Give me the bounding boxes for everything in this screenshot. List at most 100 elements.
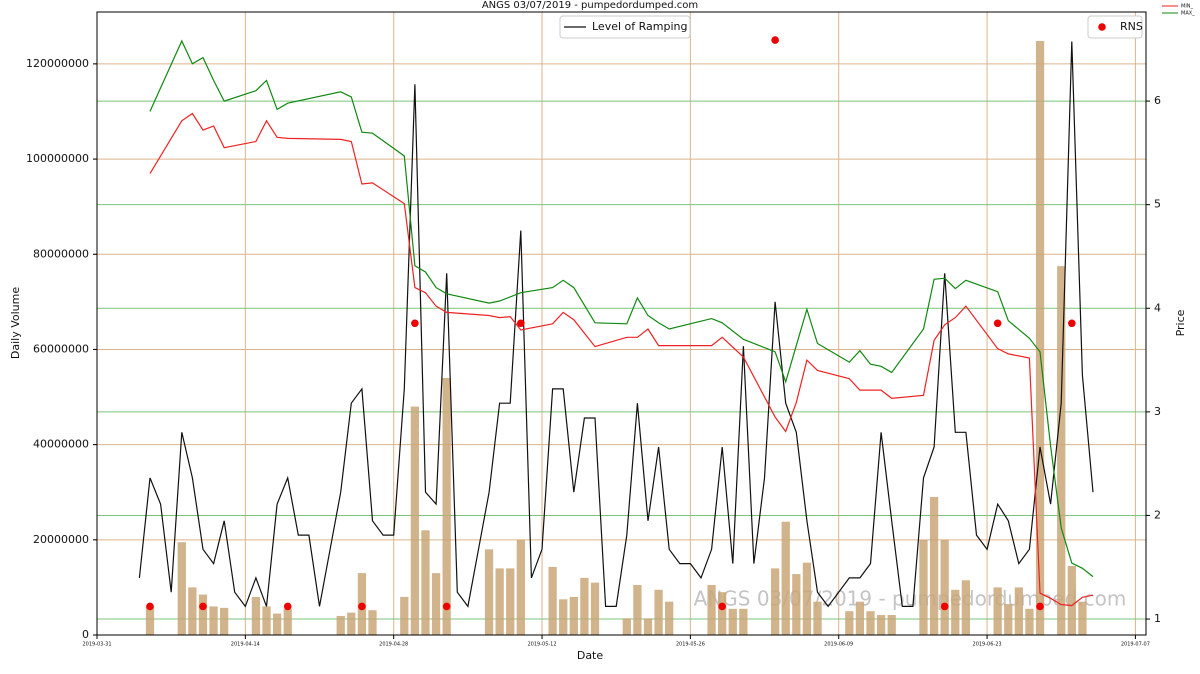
x-tick-label: 2019-06-09: [824, 642, 853, 648]
volume-bar: [665, 601, 674, 635]
volume-bar: [654, 589, 663, 635]
legend-box: [1087, 15, 1143, 39]
volume-bar: [1078, 601, 1087, 635]
volume-bar: [220, 607, 229, 635]
volume-bar: [251, 596, 261, 635]
y-tick-label: 40000000: [33, 438, 89, 451]
volume-bar: [272, 613, 282, 635]
rns-point: [442, 602, 451, 611]
volume-bar: [410, 406, 420, 635]
volume-bar: [347, 612, 356, 635]
volume-bar: [188, 587, 197, 635]
y2-tick-label: 2: [1154, 508, 1161, 521]
volume-bar: [1025, 608, 1034, 635]
volume-bar: [622, 618, 631, 635]
x-axis-label: Date: [577, 649, 604, 662]
x-tick-label: 2019-05-12: [527, 642, 556, 648]
volume-bar: [1057, 266, 1066, 635]
volume-bar: [590, 582, 600, 635]
y2-axis-label: Price: [1174, 309, 1187, 336]
volume-bar: [961, 580, 971, 635]
volume-bar: [781, 521, 790, 635]
y2-tick-label: 3: [1154, 405, 1161, 418]
chart-title: ANGS 03/07/2019 - pumpedordumped.com: [482, 0, 698, 11]
volume-bar: [484, 549, 494, 635]
volume-bar: [495, 568, 504, 635]
rns-point: [358, 602, 366, 611]
y2-tick-label: 6: [1154, 94, 1161, 107]
rns-point: [1036, 602, 1044, 611]
rns-point: [993, 319, 1002, 328]
x-tick-label: 2019-06-23: [973, 642, 1002, 648]
volume-bar: [1067, 565, 1076, 635]
y-axis-label: Daily Volume: [9, 287, 22, 359]
x-tick-label: 2019-07-07: [1121, 642, 1150, 648]
volume-bar: [421, 530, 430, 635]
volume-bar: [431, 573, 441, 635]
line-series: [138, 41, 1094, 608]
rns-point: [199, 602, 207, 611]
legend-label: Level of Ramping: [592, 20, 687, 33]
y2-tick-label: 5: [1154, 198, 1161, 211]
x-tick-label: 2019-04-28: [379, 642, 408, 648]
volume-bar: [993, 587, 1002, 635]
volume-bar: [442, 377, 451, 635]
volume-bar: [919, 539, 928, 635]
rns-point: [283, 602, 292, 611]
y-tick-label: 0: [82, 628, 89, 641]
volume-bar: [559, 599, 568, 635]
volume-bar: [876, 615, 886, 635]
volume-bar: [336, 615, 345, 635]
rns-point: [1068, 319, 1076, 328]
plot-frame: [96, 11, 1147, 636]
volume-bar: [951, 589, 960, 635]
legend-label: MIN_: [1181, 4, 1194, 10]
volume-bar: [802, 562, 812, 635]
volume-bar: [845, 611, 854, 635]
legend-swatch: [1098, 23, 1106, 31]
volume-bar: [855, 601, 865, 635]
rns-point: [146, 602, 154, 611]
x-tick-label: 2019-05-26: [676, 642, 705, 648]
y2-tick-label: 4: [1154, 301, 1161, 314]
volume-bar: [728, 608, 737, 635]
y-tick-label: 80000000: [33, 247, 89, 260]
volume-bar: [633, 585, 642, 635]
volume-bar: [145, 606, 155, 635]
volume-bar: [866, 611, 875, 635]
legend-label: MAX_: [1181, 11, 1195, 17]
legend-box: [559, 15, 691, 39]
volume-bar: [262, 606, 271, 635]
volume-bar: [718, 592, 727, 635]
volume-bar: [643, 618, 653, 635]
volume-bar: [929, 496, 939, 635]
volume-bar: [569, 596, 578, 635]
rns-point: [940, 602, 949, 611]
volume-bar: [198, 594, 208, 635]
volume-bar: [400, 596, 409, 635]
volume-bar: [813, 601, 822, 635]
legend-label: RNS: [1120, 20, 1143, 33]
y-tick-label: 20000000: [33, 533, 89, 546]
volume-bar: [209, 606, 218, 635]
volume-bar: [940, 539, 949, 635]
volume-bar: [792, 574, 801, 635]
line-series: [149, 112, 1094, 607]
volume-bar: [506, 568, 515, 635]
x-tick-label: 2019-04-14: [231, 642, 260, 648]
volume-bar: [739, 608, 748, 635]
volume-bar: [368, 610, 377, 635]
y2-tick-label: 1: [1154, 612, 1161, 625]
volume-bar: [580, 577, 589, 635]
volume-bar: [1014, 587, 1023, 635]
line-series: [149, 39, 1094, 578]
volume-bar: [771, 568, 780, 635]
y-tick-label: 120000000: [26, 57, 89, 70]
rns-point: [718, 602, 726, 611]
volume-bar: [177, 542, 186, 635]
y-tick-label: 60000000: [33, 342, 89, 355]
rns-point: [411, 319, 419, 328]
y-tick-label: 100000000: [26, 152, 89, 165]
